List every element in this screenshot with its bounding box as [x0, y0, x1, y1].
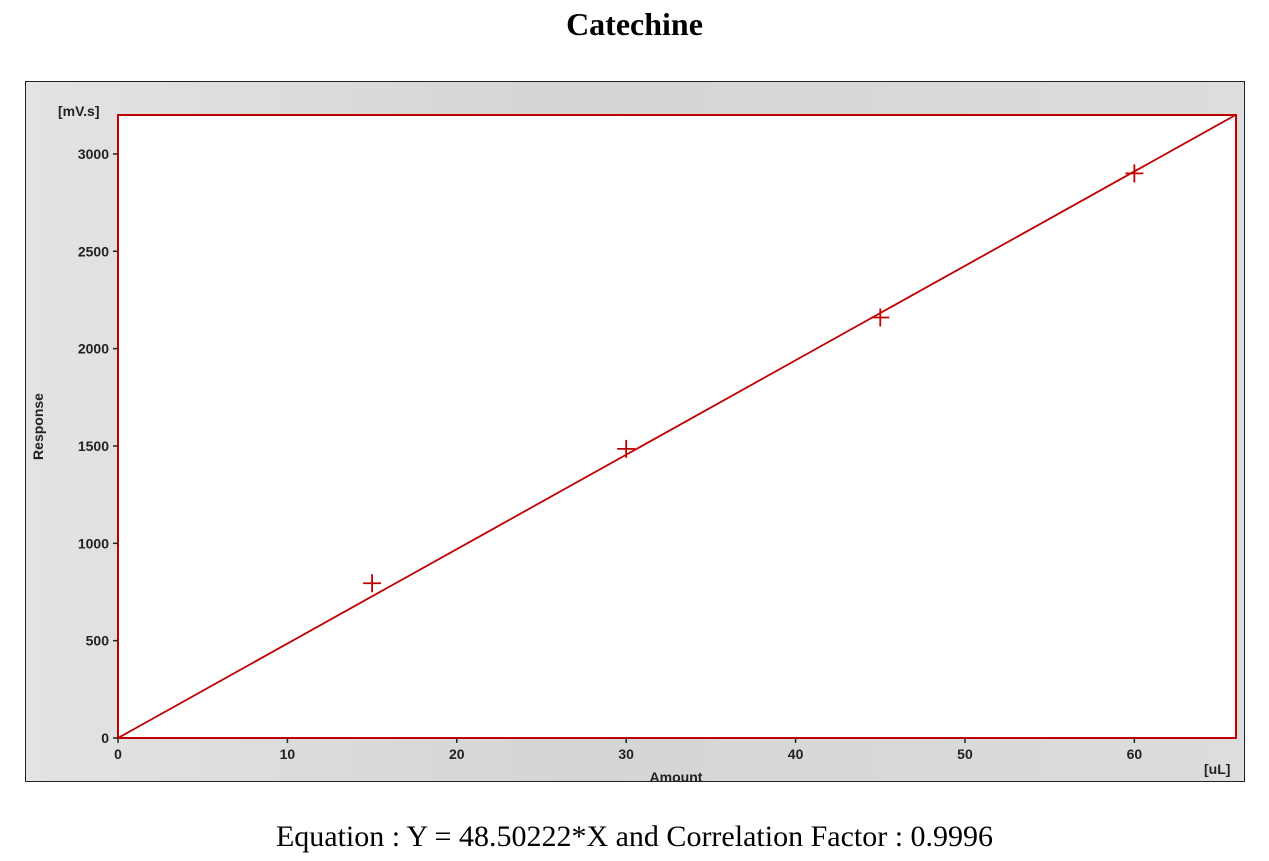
x-tick-label: 0 — [114, 746, 122, 762]
x-tick-label: 10 — [280, 746, 296, 762]
y-tick-label: 500 — [86, 633, 110, 649]
x-unit-label: [uL] — [1204, 761, 1230, 777]
y-unit-label: [mV.s] — [58, 103, 100, 119]
y-tick-label: 0 — [101, 730, 109, 746]
regression-line — [117, 114, 1237, 739]
y-tick-label: 1500 — [78, 438, 109, 454]
y-axis-title: Response — [30, 393, 46, 460]
chart-panel: 0 500 1000 1500 2000 2500 3000 0 10 20 30 40 50 60 [mV… — [25, 81, 1245, 783]
y-tick-label: 2500 — [78, 243, 109, 259]
equation-text: Equation : Y = 48.50222*X and Correlatio… — [275, 820, 994, 853]
x-tick-label: 30 — [618, 746, 634, 762]
data-point-marker — [617, 439, 636, 458]
x-tick-label: 50 — [957, 746, 973, 762]
x-tick-label: 60 — [1127, 746, 1143, 762]
chart-title: Catechine — [566, 6, 703, 42]
x-tick-label: 20 — [449, 746, 465, 762]
x-tick-label: 40 — [788, 746, 804, 762]
data-point-marker — [1125, 164, 1144, 183]
plot-area: 0 500 1000 1500 2000 2500 3000 0 10 20 30 40 50 60 [mV… — [30, 103, 1237, 783]
y-tick-label: 3000 — [78, 146, 109, 162]
x-axis-title: Amount — [650, 769, 703, 783]
y-tick-label: 2000 — [78, 341, 109, 357]
data-point-marker — [363, 574, 382, 593]
y-tick-label: 1000 — [78, 535, 109, 551]
data-point-marker — [871, 308, 890, 327]
